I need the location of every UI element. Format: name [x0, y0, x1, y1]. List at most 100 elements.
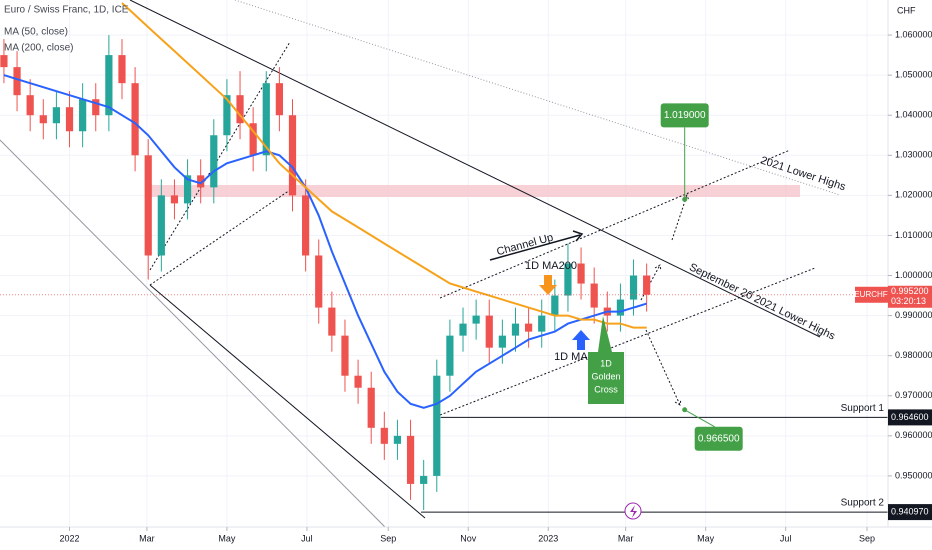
y-tick-label: 0.950000 [895, 470, 932, 480]
candle-body [511, 323, 520, 336]
x-tick-label: 2022 [60, 533, 80, 543]
axes: 1.060000 1.050000 1.040000 1.030000 1.020000… [60, 29, 932, 543]
candle-body [446, 335, 454, 376]
y-tick-label: 0.980000 [895, 350, 932, 360]
y-tick-label: 1.050000 [895, 70, 932, 80]
x-tick-label: Sep [859, 533, 875, 543]
event-icon [630, 505, 637, 518]
y-tick-label: 0.970000 [895, 390, 932, 400]
candle-body [144, 155, 152, 256]
callout-leader [684, 409, 715, 428]
target-box [660, 103, 709, 128]
candle-body [577, 263, 585, 284]
candle-body [170, 195, 179, 204]
candle-body [0, 55, 8, 68]
trend-line [149, 284, 426, 519]
x-tick-label: Mar [139, 533, 155, 543]
candle-body [79, 99, 87, 132]
y-tick-label: 1.060000 [895, 29, 932, 39]
candle-body [564, 263, 572, 296]
candle-body [197, 175, 205, 188]
candle-body [380, 427, 388, 444]
candle-body [183, 175, 192, 204]
candle-body [341, 335, 349, 376]
arrow [489, 234, 581, 261]
candle-body [498, 335, 506, 348]
y-tick-label: 1.010000 [895, 230, 932, 240]
candle-body [52, 107, 61, 124]
candle-body [288, 115, 297, 196]
moving-average [3, 74, 647, 409]
candle-body [406, 435, 415, 484]
candle-body [328, 307, 336, 336]
candle-body [485, 315, 493, 348]
x-tick-label: May [697, 533, 715, 543]
x-tick-label: 2023 [538, 533, 558, 543]
moving-average [121, 2, 647, 329]
support-name: Support 2 [841, 498, 885, 509]
candle-body [275, 83, 283, 116]
y-tick-label: 1.020000 [895, 190, 932, 200]
channel-line [149, 189, 291, 286]
candle-body [459, 323, 467, 336]
countdown: 03:20:13 [891, 296, 926, 306]
legend-entry: MA (200, close) [4, 43, 73, 54]
x-tick-label: Sep [380, 533, 396, 543]
x-tick-label: Nov [460, 533, 477, 543]
arrow [640, 264, 662, 301]
candle-body [131, 83, 139, 156]
candle-body [433, 375, 441, 476]
y-tick-label: 1.000000 [895, 270, 932, 280]
target-box [694, 426, 743, 451]
candle-body [551, 295, 559, 316]
trend-line [0, 139, 386, 528]
candle-body [616, 299, 625, 316]
candle-body [92, 99, 100, 116]
candle-body [65, 107, 74, 132]
channel-line [439, 149, 791, 299]
callout-text: 1D Golden Cross [591, 358, 620, 394]
channel-line [439, 267, 816, 416]
arrow [645, 329, 682, 406]
candle-body [629, 275, 638, 300]
price-axis [888, 0, 932, 550]
target-label: 1.019000 [664, 110, 706, 121]
candle-body [420, 475, 428, 484]
arrow-head [572, 230, 584, 242]
support-label: 0.964600 [891, 412, 929, 422]
candle-body [249, 123, 257, 156]
x-tick-label: May [218, 533, 236, 543]
support-name: Support 1 [841, 403, 885, 414]
x-tick-label: Jul [301, 533, 313, 543]
candle-body [538, 315, 546, 332]
channel-line [149, 41, 291, 271]
annotation: 1D MA200 [525, 260, 577, 272]
candle-body [590, 283, 598, 308]
callout [588, 316, 624, 404]
y-tick-label: 0.960000 [895, 430, 932, 440]
candle-body [39, 115, 47, 124]
axis-unit: CHF [897, 5, 916, 15]
candle-body [643, 275, 651, 295]
support-label: 0.940970 [891, 506, 929, 516]
x-tick-label: Jul [780, 533, 792, 543]
last-price-tag [888, 285, 932, 308]
candle-body [105, 55, 113, 116]
arrow-marker [539, 275, 557, 295]
candle-body [472, 315, 480, 324]
y-tick-label: 0.990000 [895, 310, 932, 320]
candle-body [223, 95, 231, 136]
trend-line [129, 0, 821, 338]
candle-body [26, 95, 34, 116]
candle-body [210, 135, 218, 188]
candle-body [262, 83, 270, 156]
candle-body [302, 195, 310, 256]
last-price-label: 0.995200 [891, 286, 929, 296]
support-tag [888, 409, 932, 426]
legend-entry: MA (50, close) [4, 27, 68, 38]
candle-body [13, 67, 21, 96]
legend-title: Euro / Swiss Franc, 1D, ICE [4, 5, 129, 16]
candle-body [157, 195, 165, 256]
arrow-marker [572, 330, 590, 350]
